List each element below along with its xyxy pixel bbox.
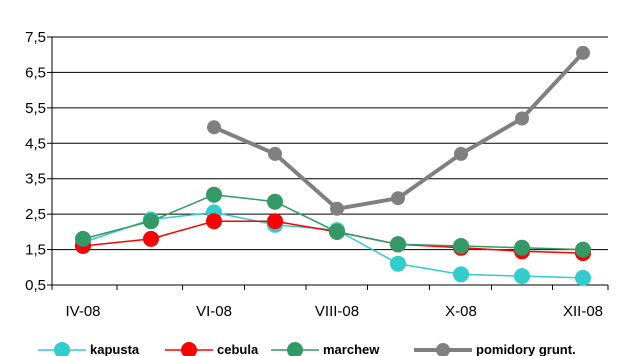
data-point (390, 255, 406, 272)
data-point (576, 45, 590, 60)
legend-label: kapusta (90, 342, 140, 356)
data-point (75, 230, 91, 247)
x-tick-label: VIII-08 (315, 303, 359, 320)
data-point (330, 201, 344, 216)
data-point (575, 269, 591, 286)
y-tick-label: 2,5 (25, 206, 46, 223)
legend-item: marchew (271, 342, 380, 356)
data-point (267, 193, 283, 210)
x-tick-label: VI-08 (196, 303, 232, 320)
axes (51, 37, 608, 286)
data-point (514, 239, 530, 256)
legend-label: marchew (323, 342, 380, 356)
legend-item: cebula (165, 342, 259, 356)
data-point (390, 236, 406, 253)
y-tick-label: 4,5 (25, 135, 46, 152)
data-point (454, 146, 468, 161)
data-point (329, 223, 345, 240)
data-point (515, 111, 529, 126)
data-point (453, 266, 469, 283)
y-axis-ticks: 0,5 1,5 2,5 3,5 4,5 5,5 6,5 7,5 (25, 29, 52, 294)
y-tick-label: 1,5 (25, 242, 46, 259)
series-marchew (75, 186, 591, 258)
legend: kapusta cebula marchew pomidory grunt. (38, 342, 576, 356)
data-point (514, 268, 530, 285)
series-pomidory-grunt (207, 45, 590, 216)
data-point (206, 213, 222, 230)
y-tick-label: 3,5 (25, 171, 46, 188)
data-point (391, 191, 405, 206)
legend-swatch-marker (287, 342, 303, 356)
legend-swatch-marker (181, 342, 197, 356)
data-point (206, 186, 222, 203)
data-point (143, 230, 159, 247)
y-tick-label: 6,5 (25, 64, 46, 81)
legend-item: pomidory grunt. (414, 342, 576, 356)
data-point (207, 120, 221, 135)
x-axis-ticks: IV-08 VI-08 VIII-08 X-08 XII-08 (51, 285, 609, 320)
y-tick-label: 0,5 (25, 277, 46, 294)
data-point (267, 213, 283, 230)
legend-label: pomidory grunt. (476, 342, 576, 356)
x-tick-label: X-08 (445, 303, 477, 320)
data-point (453, 238, 469, 254)
data-point (143, 213, 159, 230)
data-point (268, 146, 282, 161)
x-tick-label: IV-08 (65, 303, 100, 320)
y-tick-label: 7,5 (25, 29, 46, 46)
series-line (213, 51, 585, 211)
legend-item: kapusta (38, 342, 140, 356)
data-point (575, 241, 591, 258)
series-group (75, 45, 591, 286)
legend-swatch-marker (436, 343, 450, 356)
legend-label: cebula (217, 342, 259, 356)
legend-swatch-marker (54, 342, 70, 356)
x-tick-label: XII-08 (563, 303, 603, 320)
y-tick-label: 5,5 (25, 100, 46, 117)
gridlines (52, 36, 608, 251)
